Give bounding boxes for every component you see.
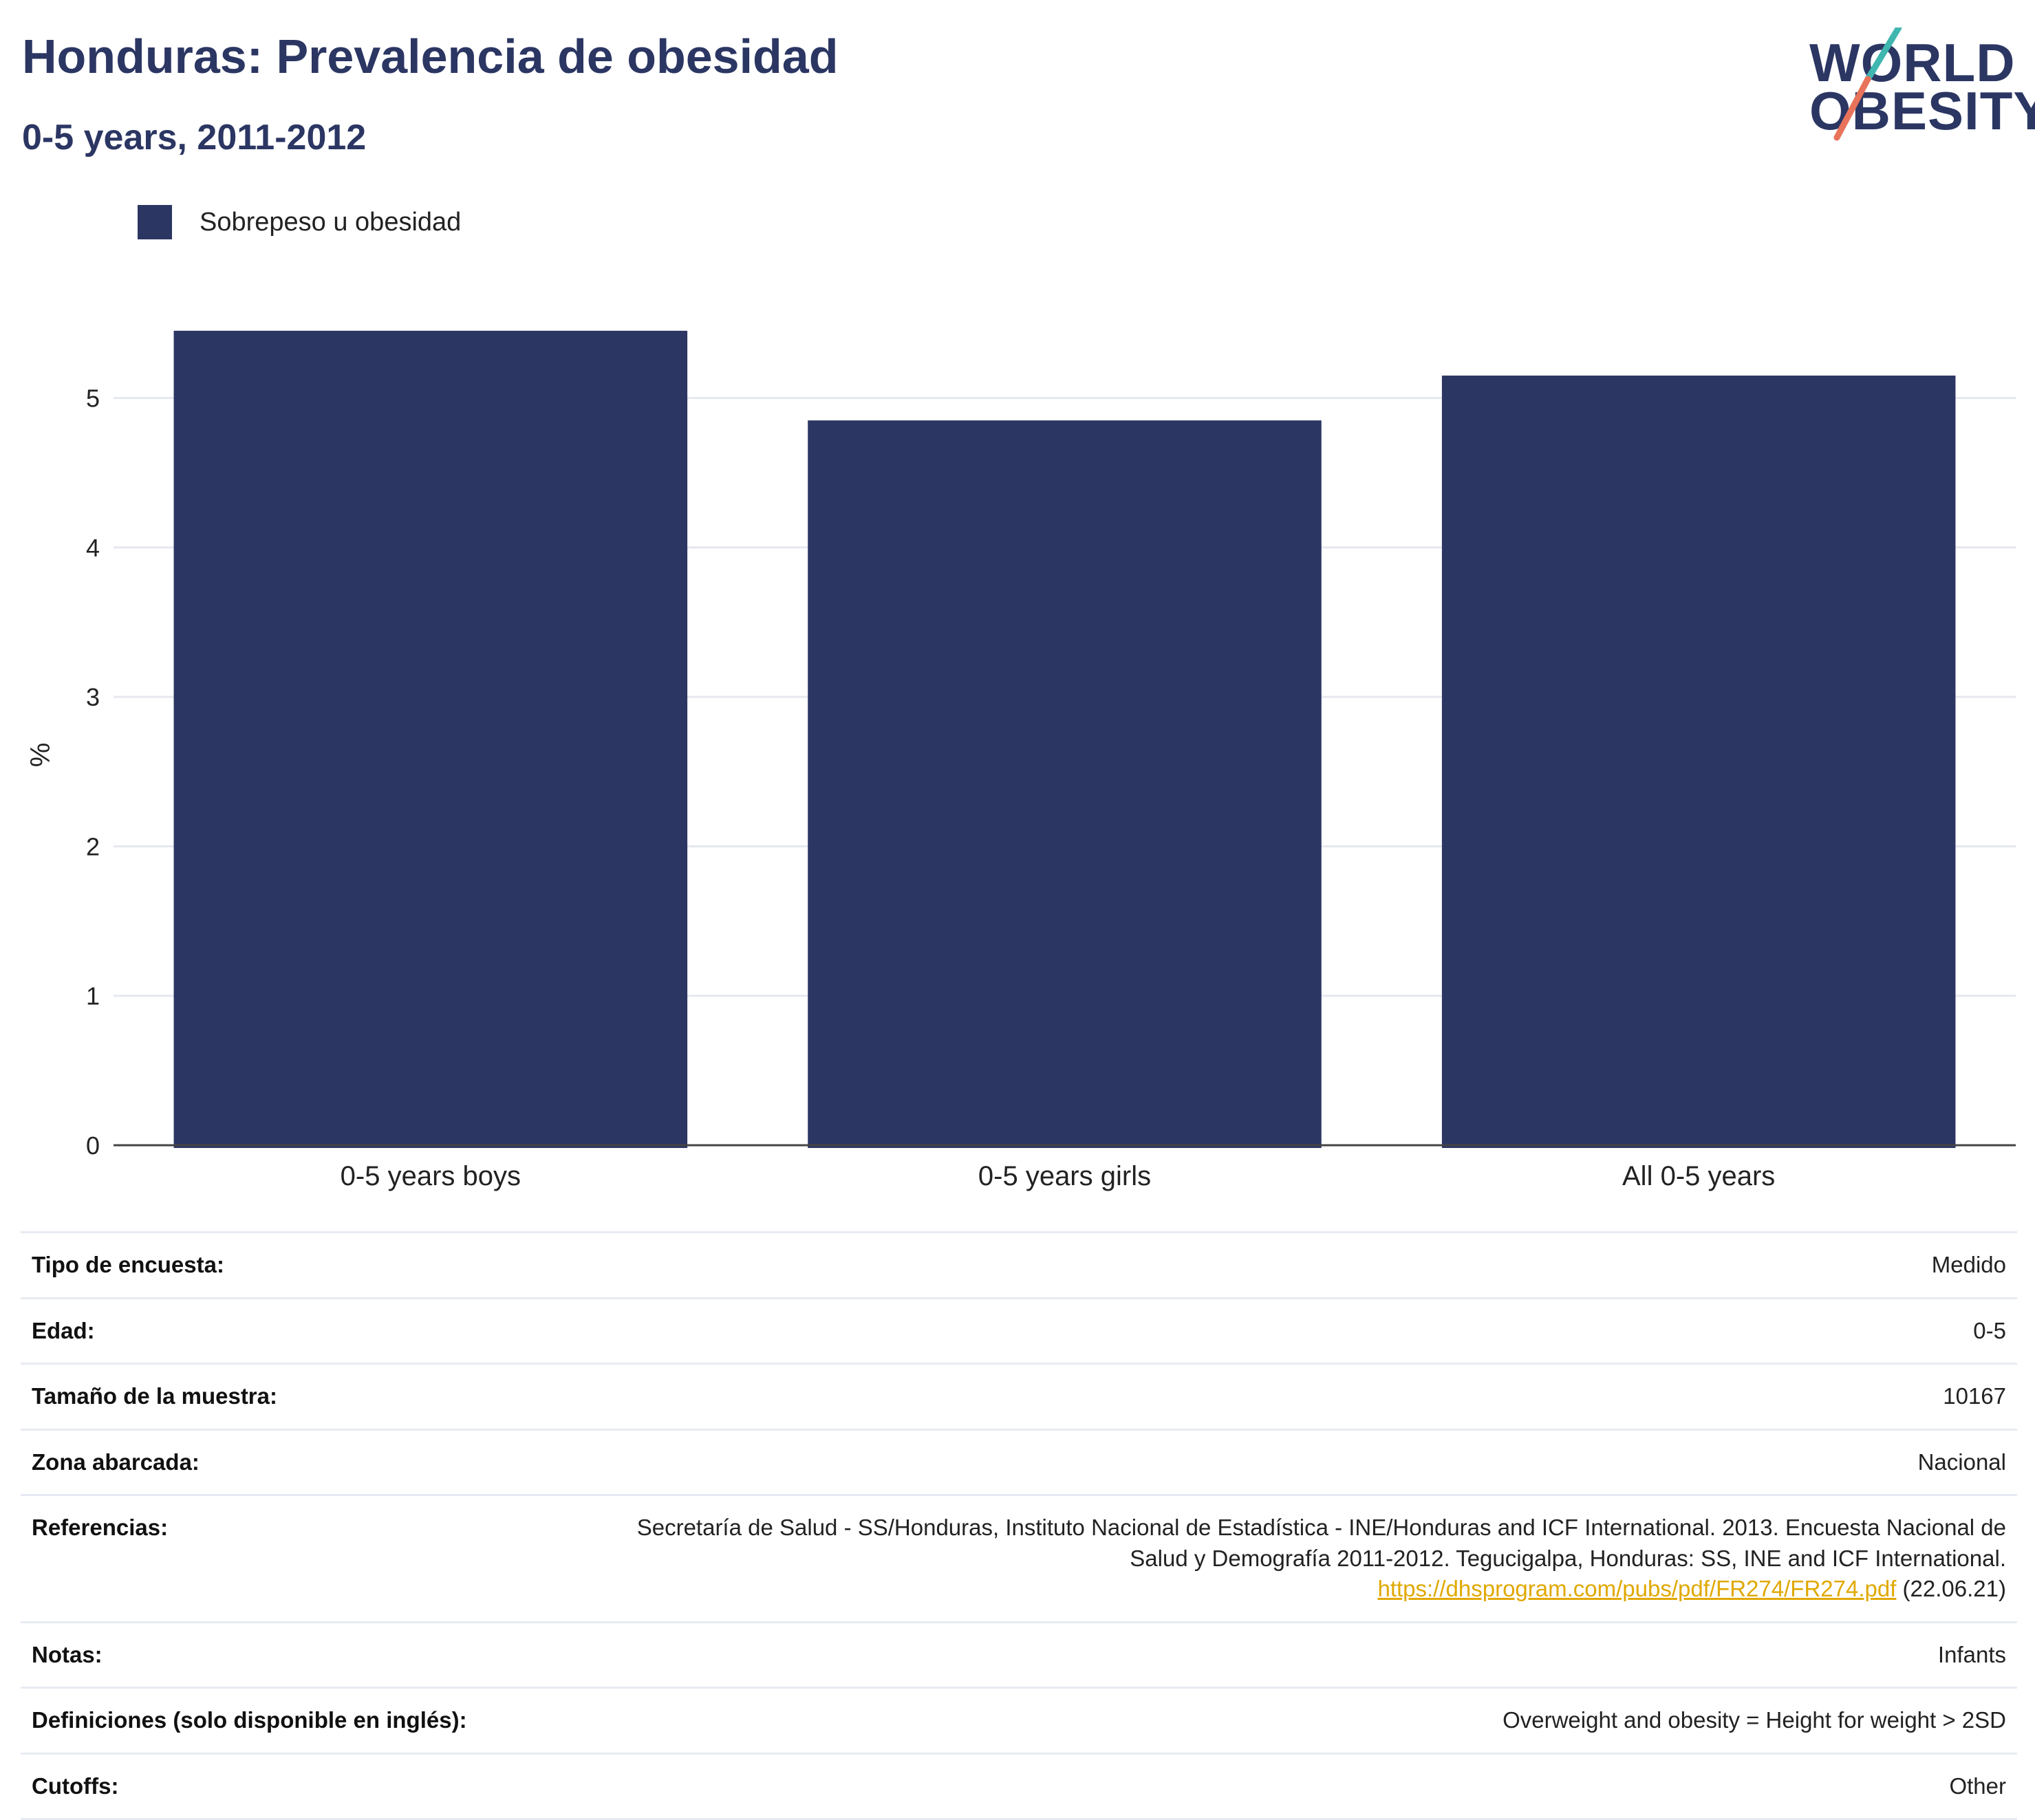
bar <box>173 330 688 1148</box>
logo-line-1: WORLD <box>1809 32 2016 93</box>
info-row: Cutoffs: Other <box>21 1752 2017 1820</box>
info-value: Infants <box>593 1621 2017 1688</box>
info-row: Notas: Infants <box>21 1621 2017 1688</box>
y-tick-label: 3 <box>86 683 100 711</box>
info-row: Definiciones (solo disponible en inglés)… <box>21 1687 2017 1754</box>
info-row: Edad: 0-5 <box>21 1297 2017 1364</box>
info-row: Tamaño de la muestra: 10167 <box>21 1363 2017 1430</box>
page-subtitle: 0-5 years, 2011-2012 <box>22 118 367 158</box>
info-value: Nacional <box>593 1428 2017 1495</box>
y-tick-label: 5 <box>86 384 100 413</box>
logo-line-2: OBESITY <box>1809 80 2035 141</box>
bar <box>1441 376 1956 1149</box>
page-title: Honduras: Prevalencia de obesidad <box>22 30 839 83</box>
info-key: Edad: <box>21 1297 593 1364</box>
info-key: Tamaño de la muestra: <box>21 1363 593 1430</box>
info-value: Medido <box>593 1231 2017 1299</box>
y-axis-label: % <box>25 743 56 768</box>
x-tick-label: 0-5 years girls <box>978 1161 1151 1191</box>
info-key: Tipo de encuesta: <box>21 1231 593 1299</box>
info-key: Definiciones (solo disponible en inglés)… <box>21 1687 593 1754</box>
legend-label: Sobrepeso u obesidad <box>200 207 462 237</box>
info-value: Other <box>593 1752 2017 1820</box>
survey-info-table: Tipo de encuesta: Medido Edad: 0-5 Tamaño de… <box>21 1231 2017 1820</box>
world-obesity-logo[interactable]: WORLD OBESITY <box>1802 28 2035 144</box>
info-key: Cutoffs: <box>21 1752 593 1820</box>
logo-slash-icon <box>1833 28 1902 141</box>
y-tick-label: 0 <box>86 1131 100 1160</box>
info-key: Referencias: <box>21 1494 593 1623</box>
bar-chart: 0 1 2 3 4 5% 0-5 years boys 0-5 years girls All … <box>25 330 2016 1191</box>
x-tick-label: 0-5 years boys <box>341 1161 521 1191</box>
y-tick-label: 1 <box>86 982 100 1010</box>
reference-date: (22.06.21) <box>1896 1576 2006 1602</box>
info-value: 0-5 <box>593 1297 2017 1364</box>
y-tick-label: 2 <box>86 832 100 860</box>
info-key: Zona abarcada: <box>21 1428 593 1495</box>
info-row: Zona abarcada: Nacional <box>21 1428 2017 1495</box>
info-row: Referencias: Secretaría de Salud - SS/Hon… <box>21 1494 2017 1623</box>
y-tick-label: 4 <box>86 534 100 562</box>
reference-link[interactable]: https://dhsprogram.com/pubs/pdf/FR274/FR… <box>1377 1576 1897 1602</box>
info-value: Secretaría de Salud - SS/Honduras, Insti… <box>593 1494 2017 1623</box>
chart-legend[interactable]: Sobrepeso u obesidad <box>138 205 461 239</box>
legend-swatch <box>138 205 172 239</box>
x-tick-label: All 0-5 years <box>1622 1161 1775 1191</box>
info-key: Notas: <box>21 1621 593 1688</box>
info-row: Tipo de encuesta: Medido <box>21 1231 2017 1299</box>
info-value: Overweight and obesity = Height for weig… <box>593 1687 2017 1754</box>
bar <box>808 420 1322 1148</box>
info-value: 10167 <box>593 1363 2017 1430</box>
